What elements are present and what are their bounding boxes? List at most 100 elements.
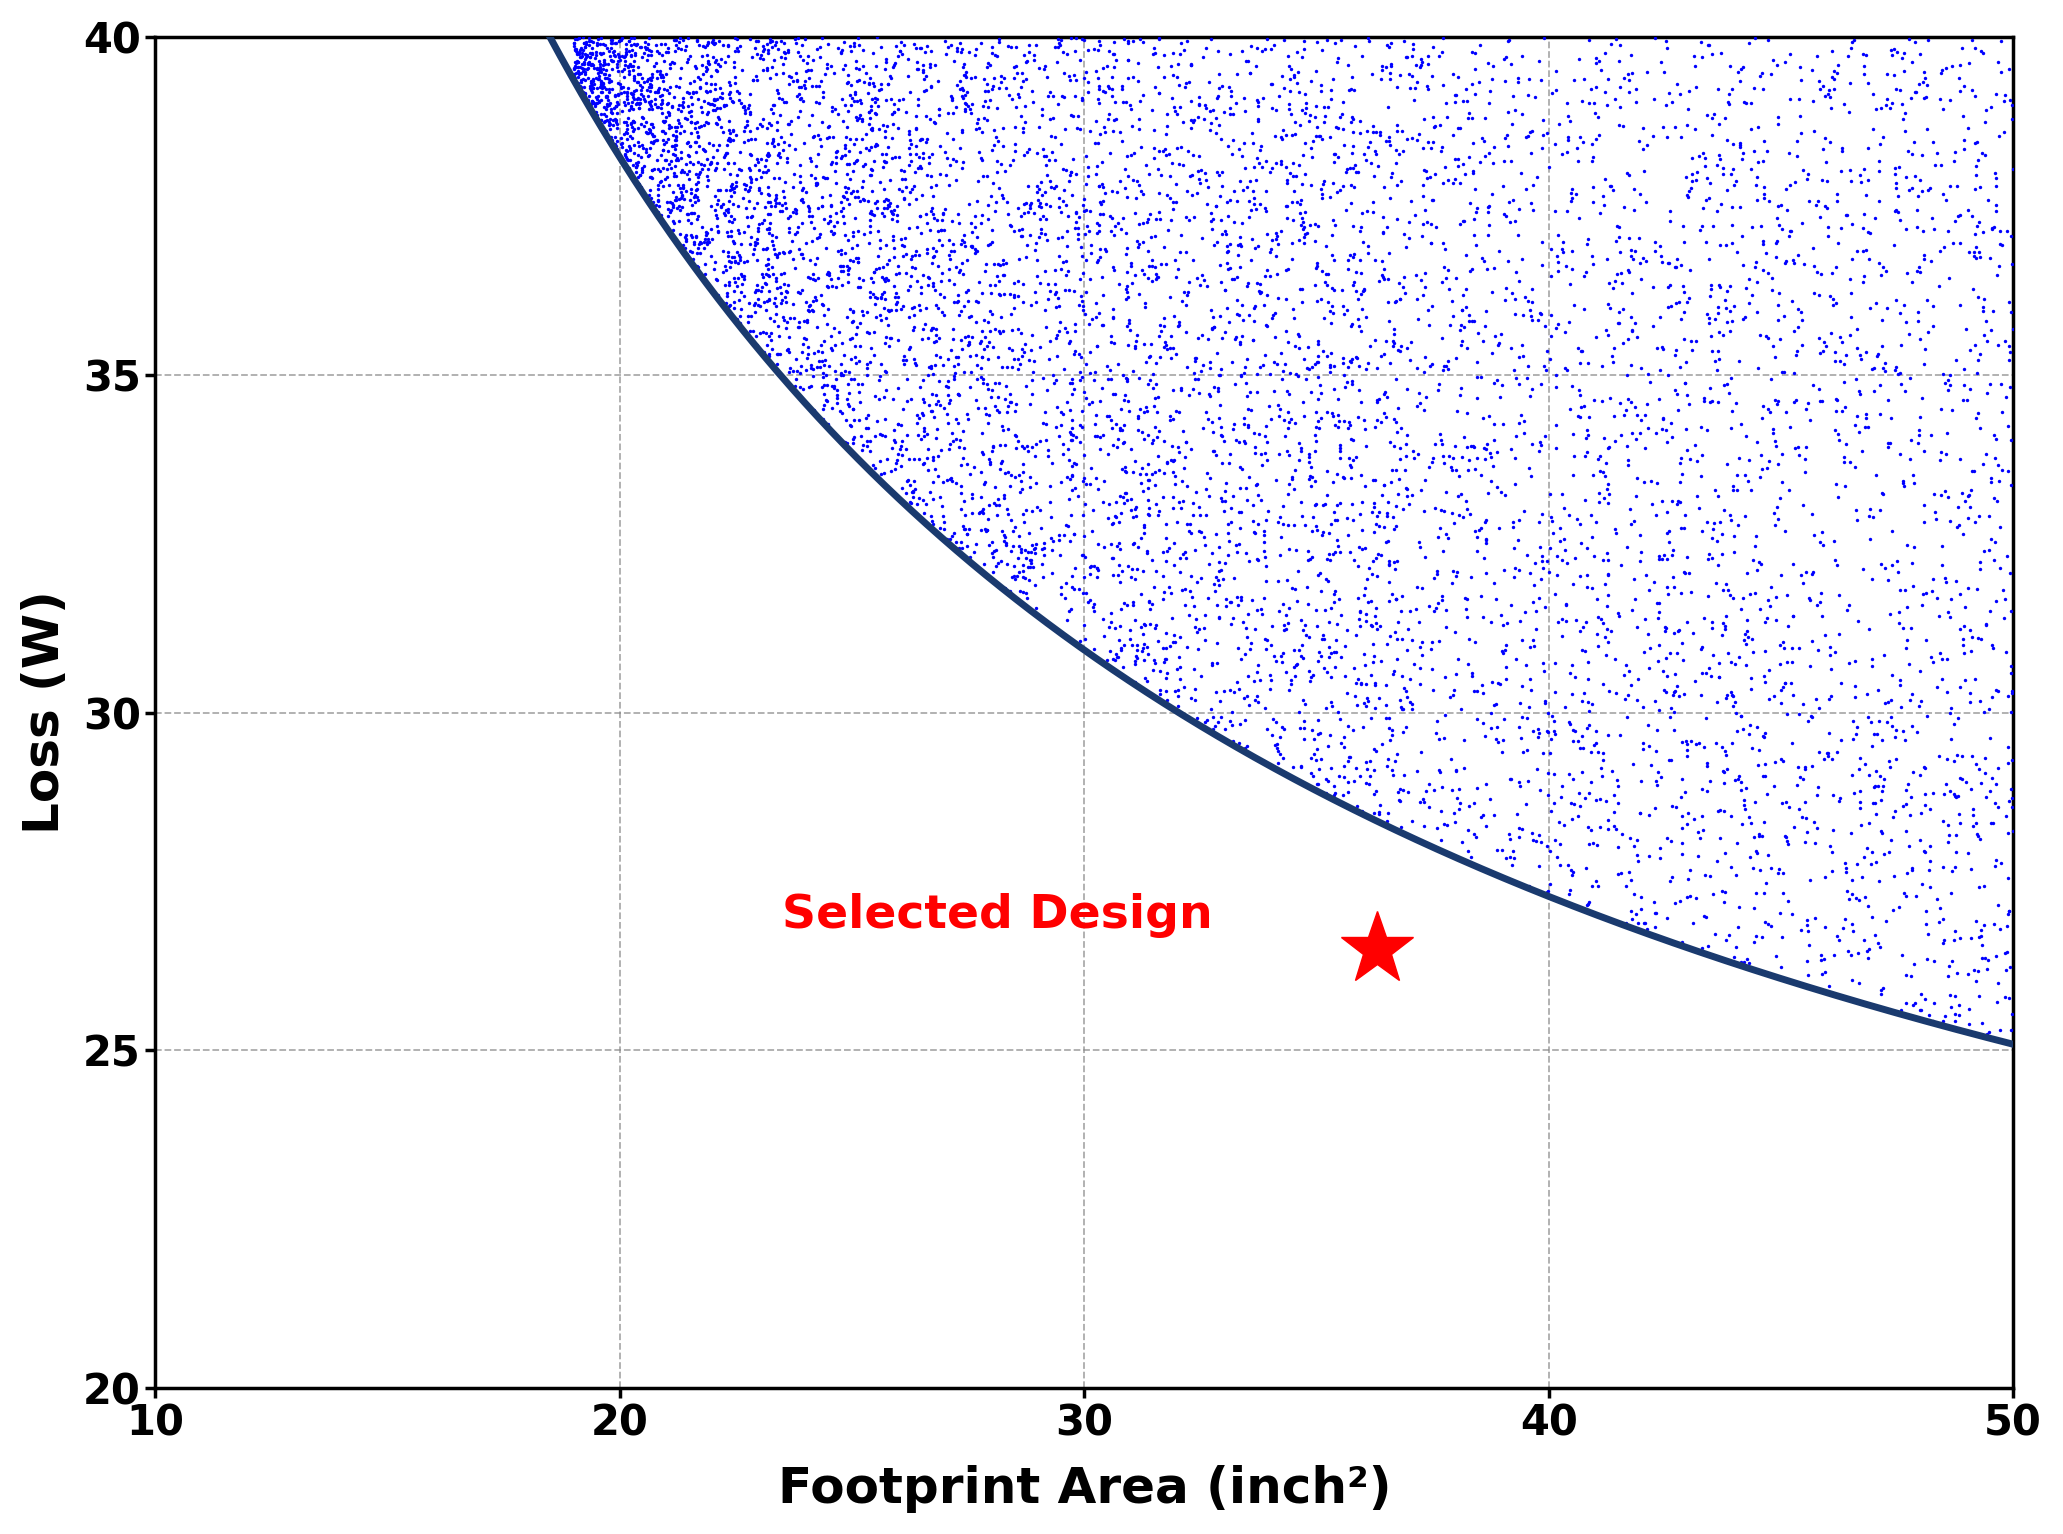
Point: [1137, 41, 1170, 66]
Point: [796, 124, 829, 149]
Point: [1859, 802, 1892, 827]
Point: [1446, 89, 1479, 114]
Point: [1048, 117, 1081, 141]
Point: [972, 506, 1005, 531]
Point: [1884, 301, 1917, 325]
Point: [784, 153, 817, 178]
Point: [1413, 313, 1446, 337]
Point: [1927, 97, 1960, 121]
Point: [1337, 548, 1370, 572]
Point: [1838, 673, 1871, 698]
Point: [864, 285, 897, 310]
Point: [864, 364, 897, 388]
Point: [1333, 77, 1366, 101]
Point: [1327, 351, 1360, 376]
Point: [1976, 684, 2009, 709]
Point: [1207, 173, 1240, 198]
Point: [635, 64, 668, 89]
Point: [1619, 402, 1652, 426]
Point: [1568, 488, 1601, 512]
Point: [782, 81, 815, 106]
Point: [580, 46, 613, 71]
Point: [1250, 221, 1283, 245]
Point: [986, 449, 1019, 474]
Point: [1054, 422, 1087, 446]
Point: [557, 49, 590, 74]
Point: [592, 63, 625, 87]
Point: [1106, 77, 1139, 101]
Point: [794, 58, 827, 83]
Point: [836, 310, 869, 334]
Point: [1032, 163, 1065, 187]
Point: [714, 218, 747, 242]
Point: [751, 288, 784, 313]
Point: [1572, 890, 1605, 914]
Point: [1939, 140, 1972, 164]
Point: [1518, 617, 1551, 641]
Point: [604, 75, 637, 100]
Point: [749, 160, 782, 184]
Point: [1685, 661, 1718, 686]
Point: [1760, 434, 1793, 459]
Point: [679, 172, 712, 196]
Point: [734, 83, 767, 107]
Point: [1572, 689, 1605, 713]
Point: [959, 215, 992, 239]
Point: [1489, 634, 1522, 658]
Point: [1283, 201, 1316, 225]
Point: [1661, 492, 1694, 517]
Point: [1685, 416, 1718, 440]
Point: [697, 258, 730, 282]
Point: [631, 143, 664, 167]
Point: [1572, 405, 1605, 430]
Point: [1619, 466, 1652, 491]
Point: [1194, 696, 1227, 721]
Point: [1836, 882, 1869, 907]
Point: [613, 98, 646, 123]
Point: [1904, 997, 1937, 1022]
Point: [1320, 528, 1353, 552]
Point: [1754, 687, 1787, 712]
Point: [1970, 612, 2003, 637]
Point: [716, 120, 749, 144]
Point: [916, 362, 949, 387]
Point: [858, 132, 891, 156]
Point: [965, 202, 998, 227]
Point: [1442, 463, 1475, 488]
Point: [1314, 690, 1347, 715]
Point: [1376, 723, 1409, 747]
Point: [1316, 293, 1349, 318]
Point: [968, 67, 1001, 92]
Point: [1291, 357, 1324, 382]
Point: [1147, 314, 1180, 339]
Point: [1149, 183, 1182, 207]
Point: [893, 143, 926, 167]
Point: [1192, 483, 1225, 508]
Point: [1830, 474, 1863, 499]
Point: [1857, 505, 1890, 529]
Point: [796, 204, 829, 229]
Point: [1782, 242, 1815, 267]
Point: [1269, 123, 1302, 147]
Point: [1978, 529, 2011, 554]
Point: [1341, 793, 1374, 818]
Point: [840, 149, 873, 173]
Point: [621, 152, 654, 176]
Point: [600, 55, 633, 80]
Point: [609, 121, 642, 146]
Point: [1807, 339, 1840, 364]
Point: [922, 227, 955, 252]
Point: [1954, 640, 1987, 664]
Point: [1436, 778, 1469, 802]
Point: [1591, 94, 1624, 118]
Point: [823, 255, 856, 279]
Point: [887, 167, 920, 192]
Point: [1306, 38, 1339, 63]
Point: [965, 502, 998, 526]
Point: [765, 192, 798, 216]
Point: [677, 201, 710, 225]
Point: [914, 55, 947, 80]
Point: [1995, 778, 2028, 802]
Point: [660, 146, 693, 170]
Point: [976, 229, 1009, 253]
